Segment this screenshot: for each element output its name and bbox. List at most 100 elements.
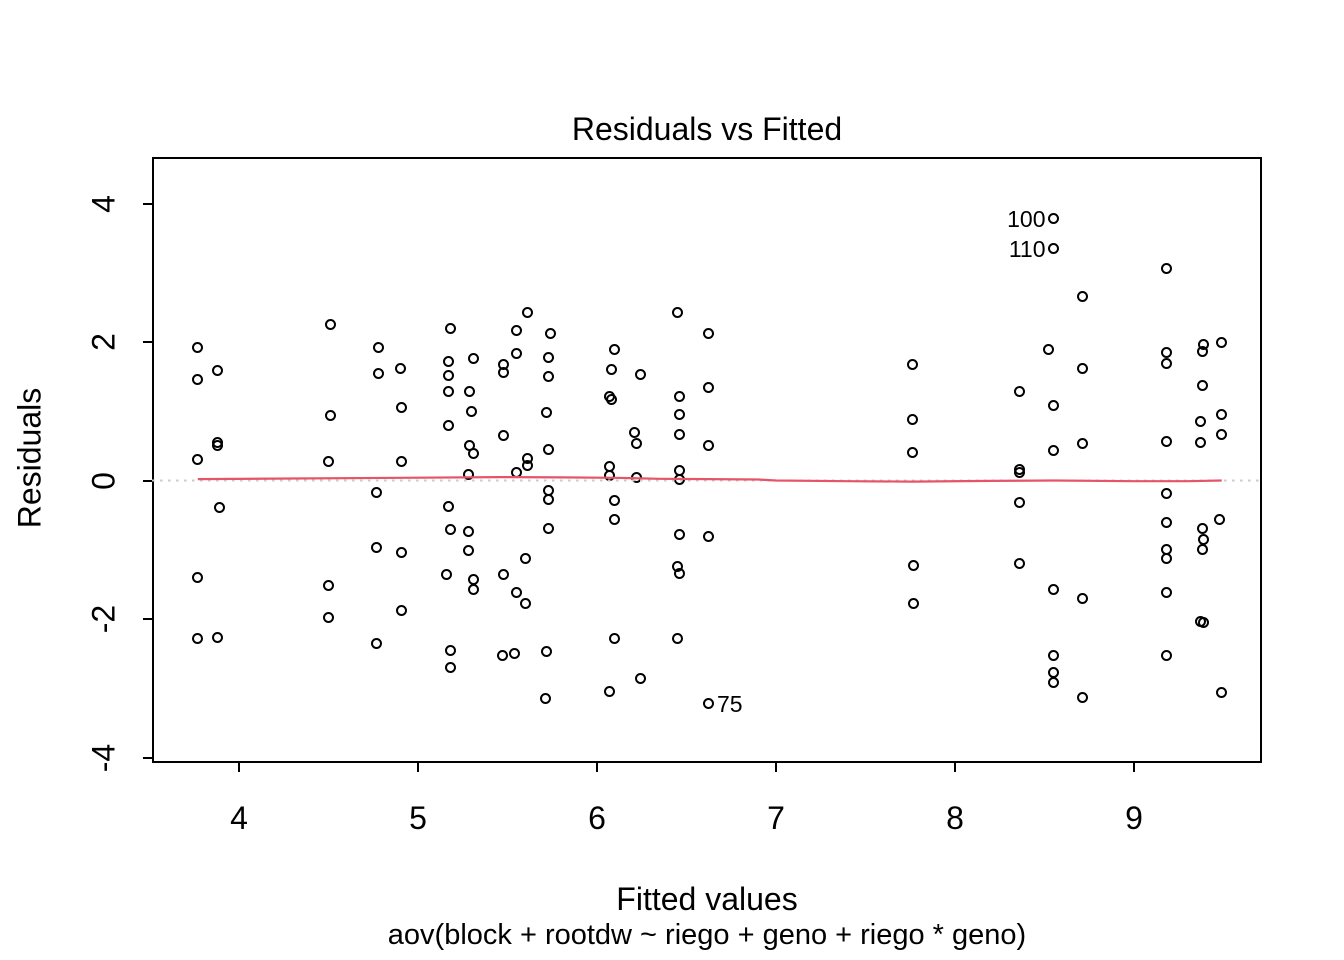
data-point <box>1160 650 1172 662</box>
data-point <box>1198 617 1210 628</box>
data-point <box>545 328 556 340</box>
data-point <box>509 647 521 659</box>
data-point <box>1196 543 1208 555</box>
data-point <box>906 414 918 426</box>
data-point <box>634 673 646 685</box>
data-point <box>468 448 479 459</box>
data-point <box>192 453 204 465</box>
outlier-point-label: 100 <box>1007 205 1046 232</box>
data-point <box>442 500 454 512</box>
data-point <box>511 466 522 478</box>
data-point <box>543 351 555 363</box>
data-point <box>543 443 555 455</box>
data-point <box>444 662 456 673</box>
x-axis-tick-label: 8 <box>946 800 964 836</box>
data-point <box>394 362 406 374</box>
data-point <box>1160 553 1172 565</box>
data-point <box>519 597 531 609</box>
data-point <box>702 698 714 709</box>
y-axis-tick <box>143 202 152 205</box>
data-point <box>468 352 479 364</box>
data-point <box>541 646 553 658</box>
data-point <box>212 439 223 451</box>
data-point <box>543 522 555 534</box>
data-point <box>1160 586 1172 598</box>
data-point <box>702 381 714 393</box>
y-axis-tick <box>143 618 152 621</box>
data-point <box>543 494 555 506</box>
data-point <box>371 542 383 554</box>
data-point <box>1194 415 1206 427</box>
data-point <box>605 364 617 376</box>
data-point <box>1048 583 1059 595</box>
y-axis-tick-label: -4 <box>85 743 122 772</box>
data-point <box>1160 263 1172 275</box>
data-point <box>442 385 454 397</box>
data-point <box>609 632 621 644</box>
data-point <box>604 685 615 697</box>
data-point <box>462 525 474 537</box>
data-point <box>1196 379 1208 391</box>
data-point <box>1048 213 1059 225</box>
data-point <box>604 469 615 481</box>
data-point <box>1048 399 1059 411</box>
data-point <box>324 409 336 421</box>
data-point <box>468 583 479 595</box>
model-call-subtitle: aov(block + rootdw ~ riego + geno + rieg… <box>387 919 1027 951</box>
data-point <box>1042 344 1054 356</box>
data-point <box>396 455 408 467</box>
data-point <box>634 369 646 381</box>
data-point <box>192 632 204 644</box>
x-axis-tick-label: 7 <box>767 800 785 836</box>
data-point <box>324 319 336 331</box>
data-point <box>373 342 385 354</box>
data-point <box>543 370 555 382</box>
data-point <box>630 438 642 450</box>
data-point <box>464 385 476 397</box>
x-axis-tick <box>1133 763 1135 772</box>
x-axis-tick <box>416 763 419 772</box>
data-point <box>192 572 204 583</box>
data-point <box>672 306 684 318</box>
data-point <box>906 358 918 370</box>
data-point <box>511 587 522 599</box>
data-point <box>702 327 714 339</box>
data-point <box>192 373 204 385</box>
data-point <box>1196 345 1208 357</box>
data-point <box>672 632 684 644</box>
data-point <box>466 405 478 417</box>
data-point <box>462 545 474 556</box>
data-point <box>213 502 225 513</box>
data-point <box>1160 516 1172 528</box>
data-point <box>1216 336 1228 348</box>
data-point <box>396 605 408 617</box>
data-point <box>396 547 408 559</box>
data-point <box>1076 362 1088 374</box>
data-point <box>906 446 918 458</box>
data-point <box>373 368 385 380</box>
data-point <box>323 580 334 592</box>
y-axis-tick-label: 2 <box>85 333 122 351</box>
data-point <box>323 455 334 467</box>
x-axis-tick <box>775 763 777 772</box>
data-point <box>1076 290 1088 302</box>
data-point <box>605 394 617 405</box>
data-point <box>442 355 454 367</box>
x-axis-tick-label: 4 <box>230 800 248 836</box>
data-point <box>511 347 522 359</box>
data-point <box>212 631 223 643</box>
x-axis-tick-label: 5 <box>409 800 427 836</box>
data-point <box>511 324 522 336</box>
data-point <box>1014 558 1025 570</box>
data-point <box>1216 686 1228 698</box>
x-axis-tick <box>237 763 240 772</box>
data-point <box>519 552 531 564</box>
x-axis-tick-label: 6 <box>588 800 606 836</box>
data-point <box>192 342 204 354</box>
x-axis-tick <box>596 763 598 772</box>
data-point <box>702 439 714 451</box>
data-point <box>609 344 621 356</box>
data-point <box>1076 691 1088 703</box>
data-point <box>521 459 533 471</box>
